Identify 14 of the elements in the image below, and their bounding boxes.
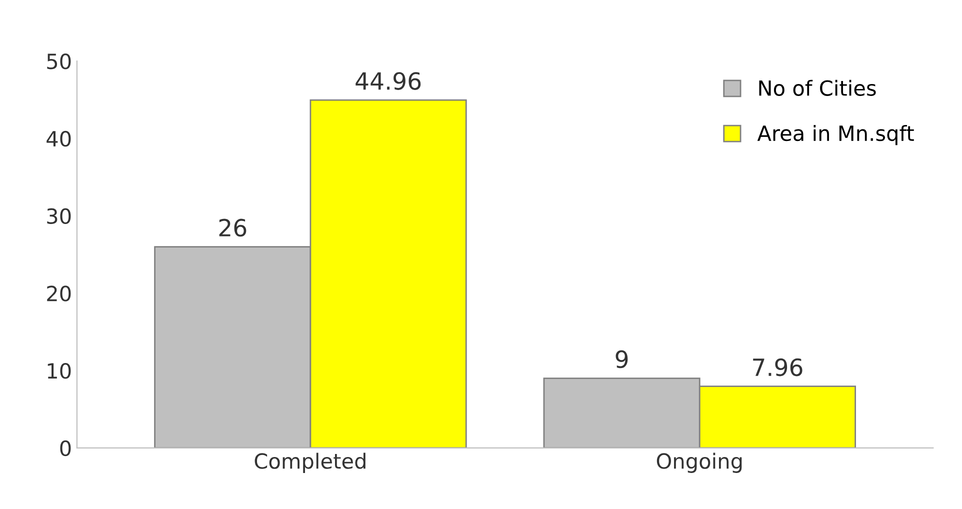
y-tick-label: 30 bbox=[47, 208, 71, 224]
x-tick-label: Ongoing bbox=[656, 452, 742, 473]
data-label: 26 bbox=[219, 218, 246, 237]
y-tick-label: 40 bbox=[46, 130, 71, 147]
y-tick-label: 50 bbox=[47, 54, 71, 70]
x-tick-label: Completed bbox=[254, 452, 366, 473]
y-tick-label: 10 bbox=[48, 363, 71, 379]
y-tick-label: 20 bbox=[47, 286, 71, 302]
y-tick-label: 0 bbox=[60, 440, 71, 456]
legend-label: No of Cities bbox=[759, 80, 876, 96]
legend-label: Area in Mn.sqft bbox=[757, 124, 914, 146]
data-label: 44.96 bbox=[356, 72, 421, 90]
data-label: 9 bbox=[616, 350, 628, 368]
data-label: 7.96 bbox=[753, 358, 802, 376]
